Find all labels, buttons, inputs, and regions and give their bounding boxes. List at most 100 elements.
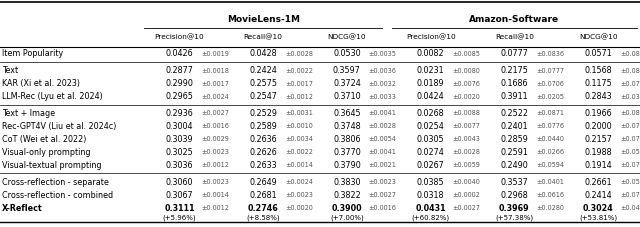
Text: 0.3004: 0.3004 <box>166 122 193 131</box>
Text: 0.2936: 0.2936 <box>166 109 193 118</box>
Text: ±0.0020: ±0.0020 <box>452 94 480 99</box>
Text: 0.2877: 0.2877 <box>166 66 193 75</box>
Text: ±0.0266: ±0.0266 <box>536 149 564 155</box>
Text: ±0.0033: ±0.0033 <box>369 94 397 99</box>
Text: ±0.0777: ±0.0777 <box>536 68 564 74</box>
Text: ±0.0021: ±0.0021 <box>369 162 397 168</box>
Text: 0.0571: 0.0571 <box>584 49 612 58</box>
Text: Text + Image: Text + Image <box>2 109 55 118</box>
Text: ±0.0896: ±0.0896 <box>620 110 640 116</box>
Text: ±0.0525: ±0.0525 <box>620 149 640 155</box>
Text: ±0.0041: ±0.0041 <box>369 110 397 116</box>
Text: ±0.0023: ±0.0023 <box>201 179 229 185</box>
Text: ±0.0016: ±0.0016 <box>201 123 229 129</box>
Text: ±0.0706: ±0.0706 <box>536 81 564 86</box>
Text: ±0.0040: ±0.0040 <box>452 179 480 185</box>
Text: (+53.81%): (+53.81%) <box>579 214 617 221</box>
Text: CoT (Wei et al. 2022): CoT (Wei et al. 2022) <box>2 135 86 144</box>
Text: 0.2990: 0.2990 <box>166 79 193 88</box>
Text: 0.2547: 0.2547 <box>249 92 277 101</box>
Text: ±0.0080: ±0.0080 <box>452 68 480 74</box>
Text: 0.3806: 0.3806 <box>333 135 361 144</box>
Text: 0.2591: 0.2591 <box>500 148 529 157</box>
Text: ±0.0017: ±0.0017 <box>285 81 313 86</box>
Text: 0.3790: 0.3790 <box>333 161 361 170</box>
Text: ±0.0871: ±0.0871 <box>536 110 564 116</box>
Text: 0.3724: 0.3724 <box>333 79 361 88</box>
Text: 0.2636: 0.2636 <box>250 135 277 144</box>
Text: 0.3830: 0.3830 <box>333 178 361 187</box>
Text: ±0.0024: ±0.0024 <box>285 179 313 185</box>
Text: 0.0231: 0.0231 <box>417 66 444 75</box>
Text: ±0.0014: ±0.0014 <box>201 192 229 198</box>
Text: ±0.0012: ±0.0012 <box>285 94 313 99</box>
Text: ±0.0054: ±0.0054 <box>369 136 397 142</box>
Text: ±0.0023: ±0.0023 <box>201 149 229 155</box>
Text: 0.2175: 0.2175 <box>500 66 529 75</box>
Text: ±0.0010: ±0.0010 <box>285 123 313 129</box>
Text: 0.0428: 0.0428 <box>250 49 277 58</box>
Text: 0.2649: 0.2649 <box>250 178 277 187</box>
Text: 0.2401: 0.2401 <box>500 122 528 131</box>
Text: ±0.0014: ±0.0014 <box>285 162 313 168</box>
Text: (+60.82%): (+60.82%) <box>412 214 450 221</box>
Text: 0.2529: 0.2529 <box>249 109 277 118</box>
Text: 0.0267: 0.0267 <box>417 161 445 170</box>
Text: Cross-reflection - combined: Cross-reflection - combined <box>2 191 113 200</box>
Text: Precision@10: Precision@10 <box>155 34 204 41</box>
Text: 0.1568: 0.1568 <box>584 66 612 75</box>
Text: 0.2968: 0.2968 <box>500 191 528 200</box>
Text: NDCG@10: NDCG@10 <box>579 34 618 41</box>
Text: ±0.0838: ±0.0838 <box>620 51 640 57</box>
Text: NDCG@10: NDCG@10 <box>328 34 366 41</box>
Text: ±0.0616: ±0.0616 <box>536 192 564 198</box>
Text: 0.3036: 0.3036 <box>166 161 193 170</box>
Text: Cross-reflection - separate: Cross-reflection - separate <box>2 178 109 187</box>
Text: 0.0424: 0.0424 <box>417 92 444 101</box>
Text: ±0.0028: ±0.0028 <box>369 123 397 129</box>
Text: 0.2843: 0.2843 <box>584 92 612 101</box>
Text: 0.0305: 0.0305 <box>417 135 444 144</box>
Text: ±0.0494: ±0.0494 <box>620 205 640 211</box>
Text: ±0.0036: ±0.0036 <box>369 68 397 74</box>
Text: 0.3060: 0.3060 <box>166 178 193 187</box>
Text: ±0.0555: ±0.0555 <box>620 179 640 185</box>
Text: 0.3900: 0.3900 <box>332 204 362 213</box>
Text: Visual-textual prompting: Visual-textual prompting <box>2 161 101 170</box>
Text: 0.0189: 0.0189 <box>417 79 444 88</box>
Text: ±0.0028: ±0.0028 <box>452 149 480 155</box>
Text: 0.1175: 0.1175 <box>584 79 612 88</box>
Text: ±0.0043: ±0.0043 <box>452 136 480 142</box>
Text: ±0.0017: ±0.0017 <box>201 81 229 86</box>
Text: ±0.0280: ±0.0280 <box>536 205 564 211</box>
Text: ±0.0762: ±0.0762 <box>620 192 640 198</box>
Text: ±0.0826: ±0.0826 <box>620 68 640 74</box>
Text: 0.3111: 0.3111 <box>164 204 195 213</box>
Text: ±0.0085: ±0.0085 <box>452 51 480 57</box>
Text: Recall@10: Recall@10 <box>495 34 534 41</box>
Text: ±0.0022: ±0.0022 <box>285 68 313 74</box>
Text: X-Reflect: X-Reflect <box>2 204 42 213</box>
Text: 0.1966: 0.1966 <box>584 109 612 118</box>
Text: ±0.0776: ±0.0776 <box>536 123 564 129</box>
Text: 0.0082: 0.0082 <box>417 49 444 58</box>
Text: ±0.0035: ±0.0035 <box>369 51 397 57</box>
Text: 0.2414: 0.2414 <box>584 191 612 200</box>
Text: ±0.0349: ±0.0349 <box>620 94 640 99</box>
Text: ±0.0029: ±0.0029 <box>201 136 229 142</box>
Text: ±0.0012: ±0.0012 <box>201 205 229 211</box>
Text: 0.2575: 0.2575 <box>249 79 277 88</box>
Text: ±0.0027: ±0.0027 <box>452 205 480 211</box>
Text: 0.1686: 0.1686 <box>500 79 528 88</box>
Text: 0.2490: 0.2490 <box>500 161 528 170</box>
Text: (+57.38%): (+57.38%) <box>495 214 534 221</box>
Text: ±0.0401: ±0.0401 <box>536 179 564 185</box>
Text: ±0.0205: ±0.0205 <box>536 94 564 99</box>
Text: ±0.0016: ±0.0016 <box>369 205 397 211</box>
Text: 0.2522: 0.2522 <box>500 109 529 118</box>
Text: 0.3969: 0.3969 <box>499 204 530 213</box>
Text: ±0.0088: ±0.0088 <box>452 110 480 116</box>
Text: ±0.0022: ±0.0022 <box>285 149 313 155</box>
Text: ±0.0018: ±0.0018 <box>201 68 229 74</box>
Text: ±0.0019: ±0.0019 <box>201 51 229 57</box>
